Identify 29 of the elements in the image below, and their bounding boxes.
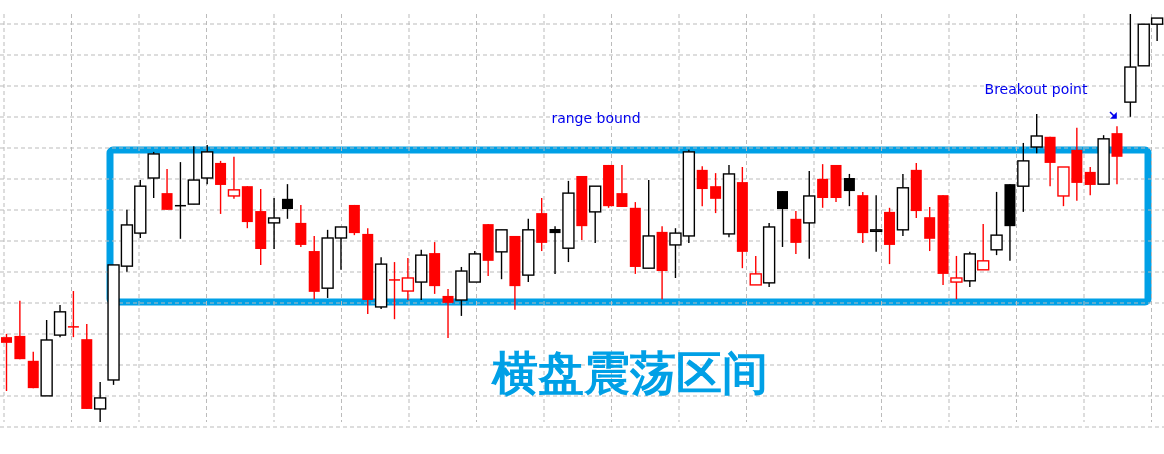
annotation: 横盘震荡区间 <box>490 346 768 400</box>
candlestick <box>295 204 307 248</box>
candlestick <box>227 156 241 200</box>
candlestick <box>777 190 788 248</box>
candlestick <box>616 164 628 208</box>
candlestick <box>281 183 293 220</box>
candlestick <box>161 168 173 211</box>
candlestick <box>869 194 883 253</box>
candlestick <box>817 163 829 209</box>
candlestick <box>442 288 454 339</box>
candlestick <box>389 261 400 320</box>
candlestick <box>267 197 281 250</box>
annotation: range bound <box>551 110 641 126</box>
candlestick <box>14 300 26 360</box>
candlestick <box>990 191 1003 256</box>
candlestick <box>67 290 79 338</box>
candlestick <box>495 229 508 280</box>
candlestick <box>53 304 67 338</box>
candlestick <box>843 173 855 207</box>
candlestick <box>1084 166 1096 196</box>
candlestick <box>215 160 227 215</box>
candlestick <box>93 381 107 422</box>
candlestick <box>1030 113 1043 154</box>
candlestick <box>710 172 722 214</box>
candlestick <box>1111 125 1123 185</box>
candlestick <box>924 206 936 252</box>
candlestick <box>1 333 12 392</box>
annotation: Breakout point <box>984 81 1088 97</box>
candlestick <box>696 165 708 207</box>
